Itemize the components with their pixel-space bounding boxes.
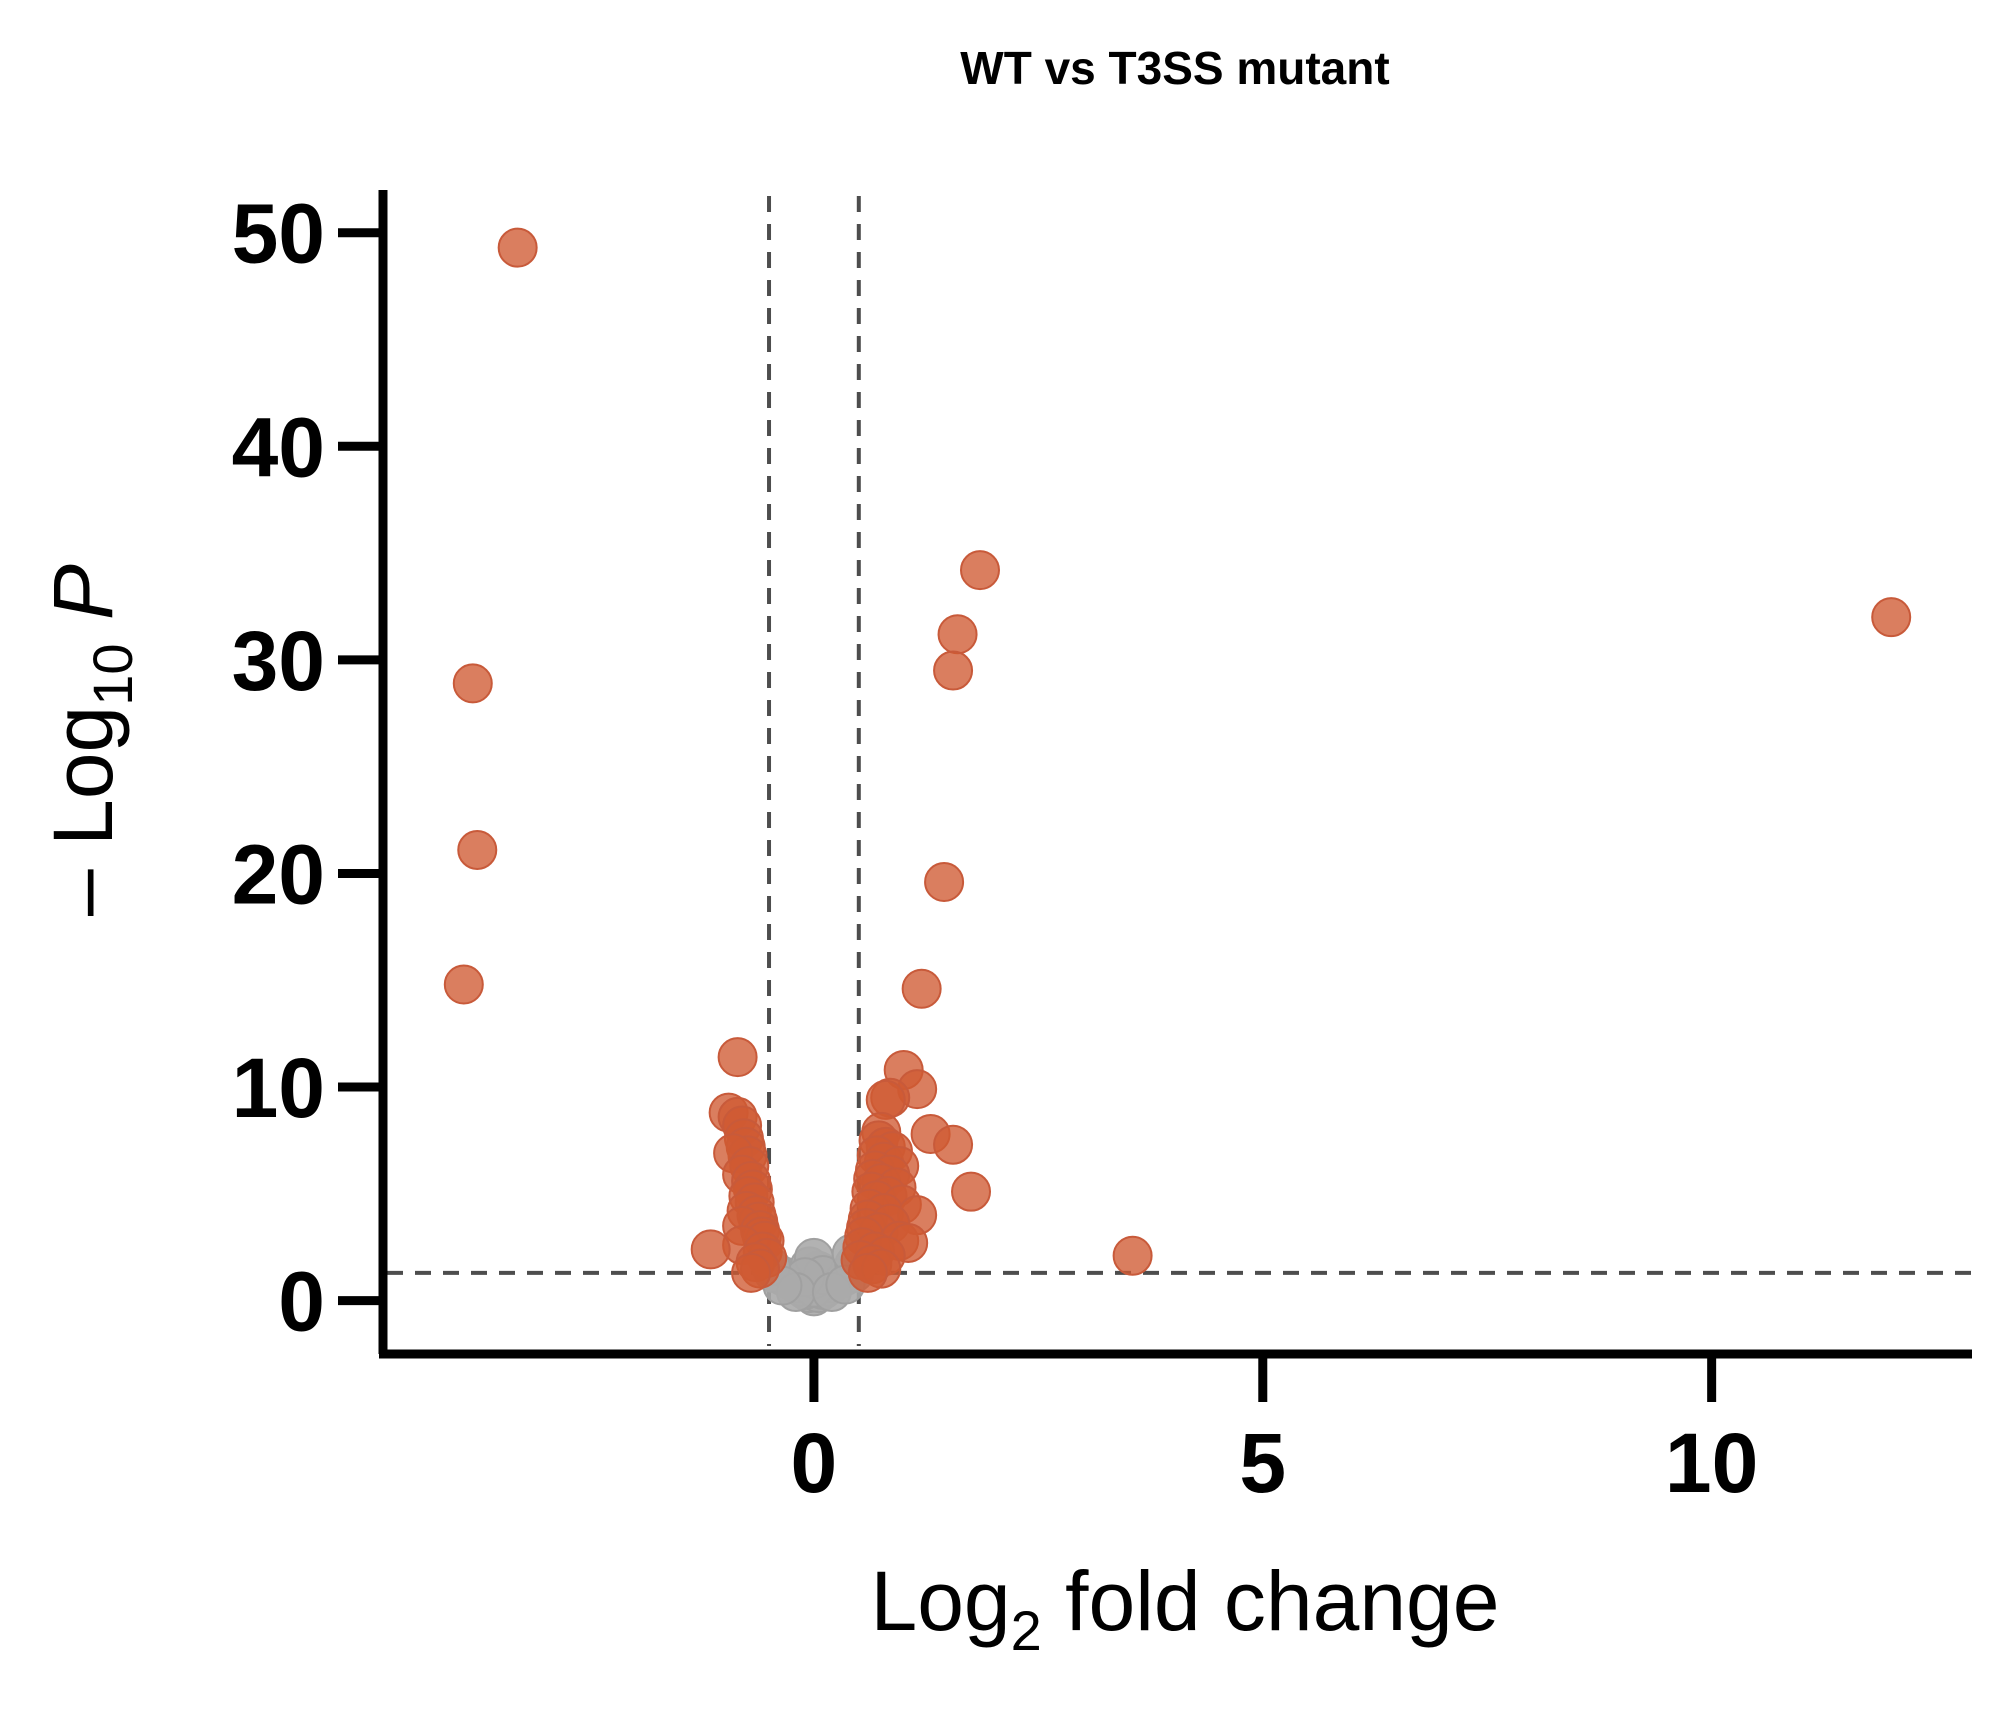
significant-point bbox=[717, 1037, 758, 1078]
significant-point bbox=[731, 1252, 772, 1293]
significant-point bbox=[497, 227, 538, 268]
significant-point bbox=[847, 1252, 888, 1293]
chart-title: WT vs T3SS mutant bbox=[960, 42, 1389, 94]
significant-point bbox=[690, 1229, 731, 1270]
y-tick-label: 50 bbox=[232, 187, 325, 281]
y-axis-label: – Log10 P bbox=[36, 564, 144, 916]
x-tick-label: 10 bbox=[1665, 1416, 1758, 1510]
y-tick-label: 20 bbox=[232, 827, 325, 921]
significant-point bbox=[933, 1124, 974, 1165]
axes bbox=[378, 190, 1972, 1359]
significant-point bbox=[1112, 1235, 1153, 1276]
threshold-lines bbox=[387, 196, 1972, 1346]
y-tick-label: 0 bbox=[278, 1255, 325, 1349]
significant-point bbox=[959, 550, 1000, 591]
x-axis-label: Log2 fold change bbox=[870, 1554, 1499, 1662]
y-axis-ticks: 0 10 20 30 40 50 bbox=[232, 187, 383, 1349]
y-tick-label: 10 bbox=[232, 1041, 325, 1135]
significant-point bbox=[937, 614, 978, 655]
significant-point bbox=[443, 964, 484, 1005]
y-tick-label: 30 bbox=[232, 614, 325, 708]
significant-point bbox=[452, 663, 493, 704]
x-axis-ticks: 0 5 10 bbox=[791, 1354, 1758, 1510]
significant-point bbox=[924, 861, 965, 902]
significant-point bbox=[951, 1171, 992, 1212]
significant-point bbox=[457, 829, 498, 870]
x-tick-label: 0 bbox=[791, 1416, 838, 1510]
x-tick-label: 5 bbox=[1239, 1416, 1286, 1510]
significant-point bbox=[901, 968, 942, 1009]
y-tick-label: 40 bbox=[232, 400, 325, 494]
significant-point bbox=[933, 650, 974, 691]
significant-points bbox=[443, 227, 1912, 1293]
significant-point bbox=[1871, 597, 1912, 638]
